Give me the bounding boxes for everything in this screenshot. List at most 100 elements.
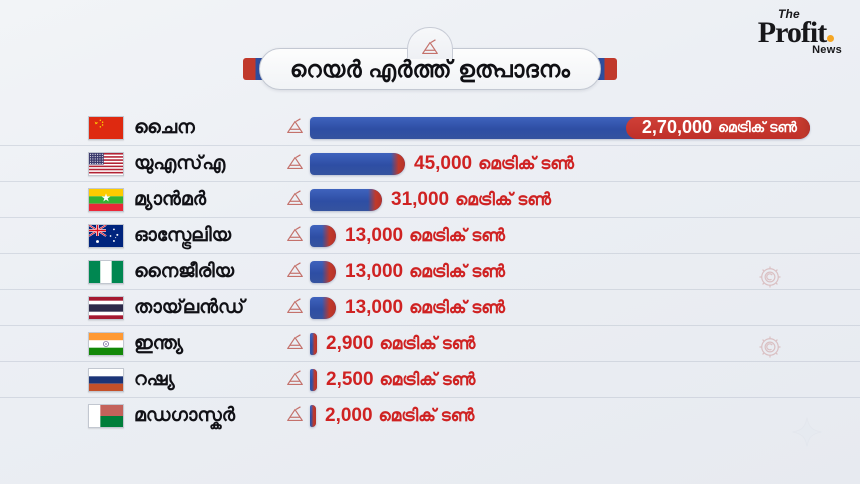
page-title: റെയർ എർത്ത് ഉത്പാദനം xyxy=(289,55,571,82)
pickaxe-icon xyxy=(284,405,306,427)
value-bar xyxy=(310,404,316,427)
pickaxe-icon xyxy=(284,261,306,283)
bar-zone: 13,000 മെട്രിക് ടൺ xyxy=(310,218,860,253)
pickaxe-icon xyxy=(284,369,306,391)
pickaxe-icon xyxy=(287,405,303,421)
flag-myanmar-icon xyxy=(88,187,124,212)
country-label: തായ്‌ലൻഡ് xyxy=(134,296,245,318)
country-bar-list: ചൈന 2,70,000 മെട്രിക് ടൺ യുഎസ്എ 45,000 മെട്… xyxy=(0,110,860,433)
value-number: 2,70,000 xyxy=(641,117,712,137)
country-label: യുഎസ്എ xyxy=(134,152,226,174)
logo-news: News xyxy=(812,44,842,56)
pickaxe-icon xyxy=(284,225,306,247)
value-label: 2,000 മെട്രിക് ടൺ xyxy=(325,405,474,427)
logo-the: The xyxy=(778,7,800,21)
table-row: തായ്‌ലൻഡ് 13,000 മെട്രിക് ടൺ xyxy=(0,290,860,326)
value-number: 13,000 xyxy=(345,260,404,282)
country-label: നൈജീരിയ xyxy=(134,260,235,282)
value-label: 31,000 മെട്രിക് ടൺ xyxy=(391,189,551,211)
bar-zone: 13,000 മെട്രിക് ടൺ xyxy=(310,254,860,289)
country-label: മഡഗാസ്കർ xyxy=(134,404,236,426)
flag-usa-icon xyxy=(88,151,124,176)
pickaxe-icon xyxy=(287,153,303,169)
pickaxe-icon xyxy=(422,39,438,55)
brand-logo: The Profit News xyxy=(748,8,844,56)
value-bar xyxy=(310,296,336,319)
value-label: 13,000 മെട്രിക് ടൺ xyxy=(345,261,505,283)
flag-china-icon xyxy=(88,115,124,140)
country-label: ചൈന xyxy=(134,116,195,138)
value-unit: മെട്രിക് ടൺ xyxy=(409,225,506,245)
value-label: 13,000 മെട്രിക് ടൺ xyxy=(345,225,505,247)
value-unit: മെട്രിക് ടൺ xyxy=(718,119,797,135)
bar-zone: 31,000 മെട്രിക് ടൺ xyxy=(310,182,860,217)
value-number: 2,500 xyxy=(326,368,374,390)
banner-crest xyxy=(407,27,453,59)
flag-russia-icon xyxy=(88,367,124,392)
logo-name: Profit xyxy=(748,18,844,48)
title-banner: റെയർ എർത്ത് ഉത്പാദനം xyxy=(242,27,618,90)
banner-tab-left xyxy=(242,58,269,80)
bar-zone: 2,500 മെട്രിക് ടൺ xyxy=(310,362,860,397)
pickaxe-icon xyxy=(284,189,306,211)
pickaxe-icon xyxy=(287,117,303,133)
table-row: ഇന്ത്യ 2,900 മെട്രിക് ടൺ xyxy=(0,326,860,362)
pickaxe-icon xyxy=(284,153,306,175)
value-unit: മെട്രിക് ടൺ xyxy=(409,261,506,281)
value-bar xyxy=(310,224,336,247)
table-row: നൈജീരിയ 13,000 മെട്രിക് ടൺ xyxy=(0,254,860,290)
table-row: മഡഗാസ്കർ 2,000 മെട്രിക് ടൺ xyxy=(0,398,860,433)
value-unit: മെട്രിക് ടൺ xyxy=(379,369,476,389)
value-number: 13,000 xyxy=(345,296,404,318)
flag-nigeria-icon xyxy=(88,259,124,284)
flag-thailand-icon xyxy=(88,295,124,320)
value-unit: മെട്രിക് ടൺ xyxy=(378,405,475,425)
pickaxe-icon xyxy=(287,189,303,205)
value-bar xyxy=(310,332,317,355)
logo-dot xyxy=(827,35,835,42)
value-unit: മെട്രിക് ടൺ xyxy=(409,297,506,317)
value-bar: 2,70,000 മെട്രിക് ടൺ xyxy=(310,116,810,139)
value-bar xyxy=(310,188,382,211)
bar-zone: 13,000 മെട്രിക് ടൺ xyxy=(310,290,860,325)
pickaxe-icon xyxy=(284,297,306,319)
pickaxe-icon xyxy=(287,369,303,385)
country-label: റഷ്യ xyxy=(134,368,175,390)
table-row: ഓസ്ട്രേലിയ 13,000 മെട്രിക് ടൺ xyxy=(0,218,860,254)
value-unit: മെട്രിക് ടൺ xyxy=(379,333,476,353)
title-banner-wrap: റെയർ എർത്ത് ഉത്പാദനം xyxy=(0,27,860,90)
table-row: മ്യാൻമർ 31,000 മെട്രിക് ടൺ xyxy=(0,182,860,218)
value-bar xyxy=(310,368,317,391)
bar-zone: 2,000 മെട്രിക് ടൺ xyxy=(310,398,860,433)
value-unit: മെട്രിക് ടൺ xyxy=(455,189,552,209)
table-row: ചൈന 2,70,000 മെട്രിക് ടൺ xyxy=(0,110,860,146)
value-number: 2,900 xyxy=(326,332,374,354)
flag-india-icon xyxy=(88,331,124,356)
pickaxe-icon xyxy=(287,225,303,241)
value-label: 13,000 മെട്രിക് ടൺ xyxy=(345,297,505,319)
value-label: 2,900 മെട്രിക് ടൺ xyxy=(326,333,475,355)
pickaxe-icon xyxy=(284,117,306,139)
value-number: 45,000 xyxy=(414,152,473,174)
value-bar xyxy=(310,152,405,175)
value-number: 13,000 xyxy=(345,224,404,246)
country-label: ഓസ്ട്രേലിയ xyxy=(134,224,232,246)
value-unit: മെട്രിക് ടൺ xyxy=(478,153,575,173)
flag-madagascar-icon xyxy=(88,403,124,428)
pickaxe-icon xyxy=(287,333,303,349)
pickaxe-icon xyxy=(287,297,303,313)
bar-zone: 2,900 മെട്രിക് ടൺ xyxy=(310,326,860,361)
value-number: 2,000 xyxy=(325,404,373,426)
country-label: മ്യാൻമർ xyxy=(134,188,207,210)
pickaxe-icon xyxy=(284,333,306,355)
flag-australia-icon xyxy=(88,223,124,248)
table-row: യുഎസ്എ 45,000 മെട്രിക് ടൺ xyxy=(0,146,860,182)
value-number: 31,000 xyxy=(391,188,450,210)
pickaxe-icon xyxy=(287,261,303,277)
bar-zone: 2,70,000 മെട്രിക് ടൺ xyxy=(310,110,860,145)
table-row: റഷ്യ 2,500 മെട്രിക് ടൺ xyxy=(0,362,860,398)
value-label: 45,000 മെട്രിക് ടൺ xyxy=(414,153,574,175)
bar-zone: 45,000 മെട്രിക് ടൺ xyxy=(310,146,860,181)
country-label: ഇന്ത്യ xyxy=(134,332,184,354)
banner-tab-right xyxy=(591,58,618,80)
